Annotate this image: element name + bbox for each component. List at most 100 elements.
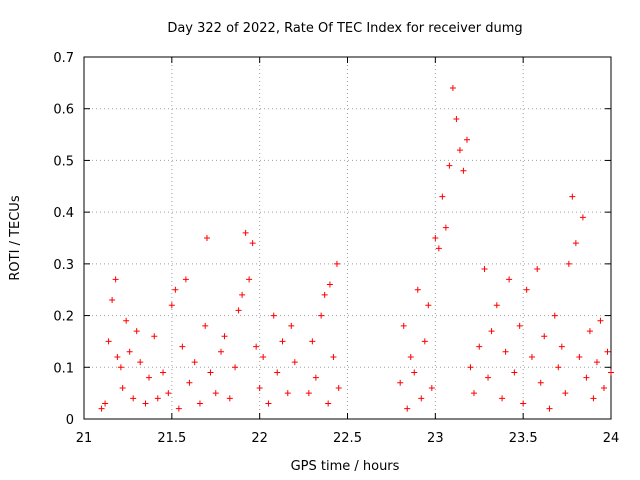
chart-title: Day 322 of 2022, Rate Of TEC Index for r…	[167, 21, 522, 36]
data-point	[485, 374, 492, 381]
data-point	[191, 359, 198, 366]
data-point	[325, 400, 332, 407]
data-point	[246, 276, 253, 283]
data-point	[256, 384, 263, 391]
data-point	[203, 235, 210, 241]
data-point	[318, 312, 325, 319]
data-point	[218, 348, 225, 355]
data-point	[291, 359, 298, 366]
y-tick-label: 0.5	[53, 154, 74, 169]
data-point	[534, 266, 541, 273]
data-point	[249, 240, 256, 247]
data-point	[265, 400, 272, 407]
y-tick-label: 0.2	[53, 310, 74, 325]
data-point	[102, 400, 109, 407]
data-point	[425, 302, 432, 309]
data-point	[590, 395, 597, 402]
data-point	[175, 405, 182, 412]
data-point	[196, 400, 203, 407]
x-tick-label: 21.5	[157, 431, 186, 446]
data-point	[421, 338, 428, 345]
data-point	[511, 369, 518, 376]
data-point	[446, 162, 453, 169]
y-tick-label: 0.3	[53, 258, 74, 273]
data-point	[242, 229, 249, 236]
data-point	[432, 235, 439, 241]
data-point	[253, 343, 260, 350]
data-point	[151, 333, 158, 340]
data-point	[202, 322, 209, 329]
data-point	[493, 302, 500, 309]
data-point	[207, 369, 214, 376]
data-point	[305, 390, 312, 397]
data-point	[226, 395, 233, 402]
data-point	[442, 224, 449, 231]
data-point	[604, 348, 611, 355]
data-point	[404, 405, 411, 412]
data-point	[117, 364, 124, 371]
data-point	[551, 312, 558, 319]
data-point	[172, 286, 179, 293]
data-point	[130, 395, 137, 402]
data-point	[516, 322, 523, 329]
y-tick-labels: 0 0.1 0.2 0.3 0.4 0.5 0.6 0.7	[53, 51, 74, 428]
grid-lines	[84, 57, 611, 419]
data-point	[186, 379, 193, 386]
data-point	[397, 379, 404, 386]
data-point	[182, 276, 189, 283]
data-point	[428, 384, 435, 391]
y-tick-label: 0.4	[53, 206, 74, 221]
data-point	[555, 364, 562, 371]
y-axis-label: ROTI / TECUs	[8, 195, 23, 280]
data-point	[270, 312, 277, 319]
data-point	[488, 328, 495, 335]
data-point	[506, 276, 513, 283]
data-point	[145, 374, 152, 381]
data-point	[520, 400, 527, 407]
data-point	[112, 276, 119, 283]
data-point	[456, 147, 463, 154]
data-point	[312, 374, 319, 381]
data-point	[576, 353, 583, 360]
data-point	[463, 136, 470, 143]
data-point	[435, 245, 442, 252]
data-point	[414, 286, 421, 293]
y-tick-label: 0.6	[53, 103, 74, 118]
data-point	[98, 405, 105, 412]
data-point	[411, 369, 418, 376]
data-point	[109, 297, 116, 304]
data-point	[239, 291, 246, 298]
data-point	[142, 400, 149, 407]
data-point	[449, 85, 456, 92]
data-point	[179, 343, 186, 350]
data-point	[333, 260, 340, 267]
data-point	[523, 286, 530, 293]
data-point	[481, 266, 488, 273]
data-point	[579, 214, 586, 221]
data-point	[165, 390, 172, 397]
data-point	[439, 193, 446, 200]
data-point	[105, 338, 112, 345]
data-point	[499, 395, 506, 402]
data-point	[274, 369, 281, 376]
data-point	[586, 328, 593, 335]
data-point	[400, 322, 407, 329]
x-tick-label: 24	[603, 431, 620, 446]
data-point	[232, 364, 239, 371]
data-point	[309, 338, 316, 345]
data-point	[460, 167, 467, 174]
data-point	[284, 390, 291, 397]
data-point	[546, 405, 553, 412]
data-point	[279, 338, 286, 345]
x-tick-label: 23.5	[509, 431, 538, 446]
data-point	[235, 307, 242, 314]
data-point	[133, 328, 140, 335]
data-point	[537, 379, 544, 386]
x-tick-label: 22.5	[333, 431, 362, 446]
data-point	[114, 353, 121, 360]
data-point	[562, 390, 569, 397]
data-point	[502, 348, 509, 355]
data-point	[123, 317, 130, 324]
data-point	[600, 384, 607, 391]
